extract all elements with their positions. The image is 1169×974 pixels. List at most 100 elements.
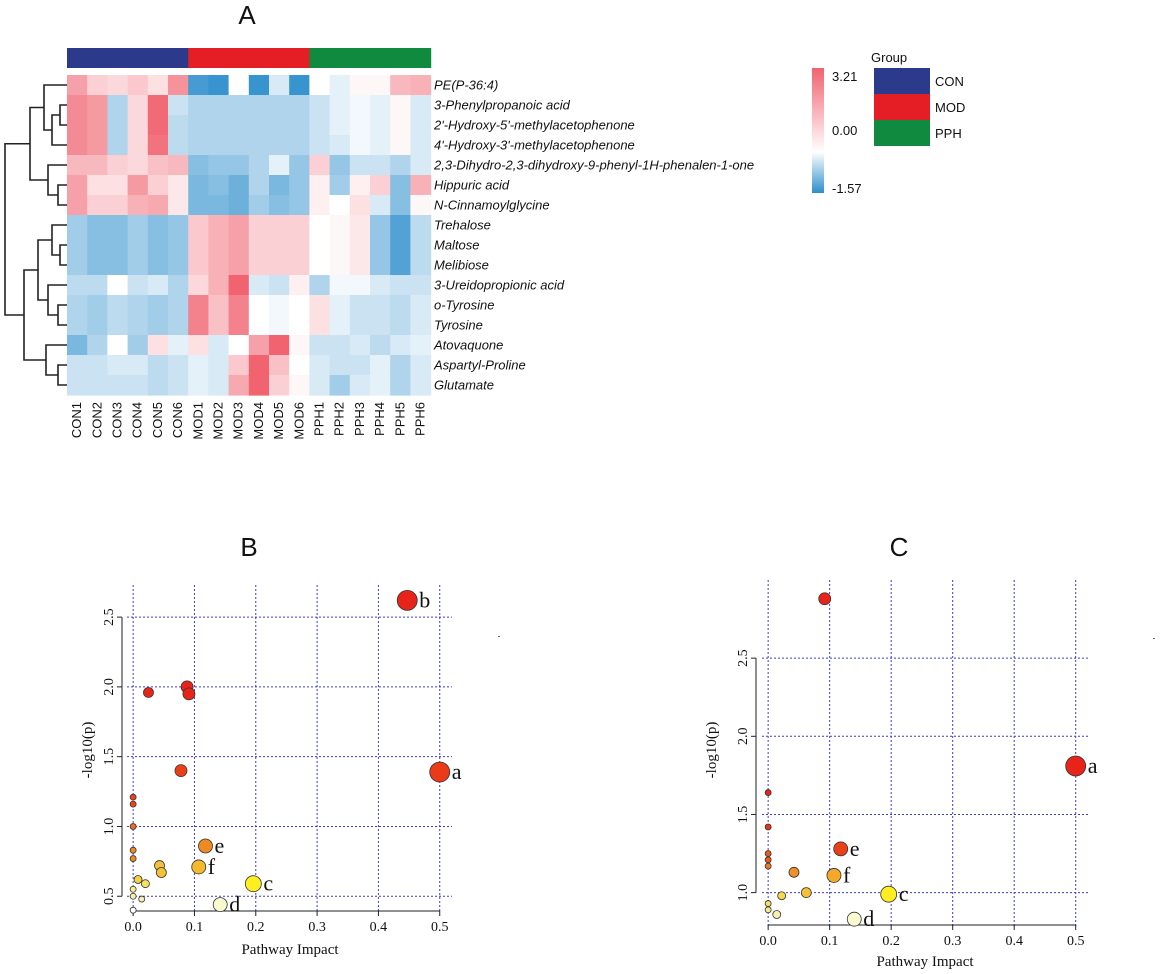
heat-cell [289, 275, 310, 296]
heat-cell [390, 295, 411, 316]
heat-cell [390, 215, 411, 236]
heat-cell [370, 215, 391, 236]
heat-cell [67, 135, 88, 156]
heat-cell [67, 75, 88, 96]
heat-cell [208, 155, 230, 176]
heat-cell [289, 235, 310, 256]
heat-cell [309, 235, 331, 256]
heat-cell [289, 215, 310, 236]
heat-cell [390, 235, 411, 256]
dendrogram-branch [37, 239, 52, 301]
plot-c-y-tick-label: 2.5 [736, 649, 751, 667]
row-label: Atovaquone [433, 338, 503, 353]
heat-cell [390, 115, 411, 136]
heat-cell [107, 215, 129, 236]
heat-cell [127, 355, 149, 376]
heat-cell [67, 335, 88, 356]
heat-cell [208, 295, 230, 316]
plot-c-x-tick-label: 0.1 [821, 934, 839, 949]
plot-b-point [129, 885, 137, 893]
heat-cell [269, 355, 290, 376]
plot-c-point-d [846, 911, 862, 927]
heat-cell [329, 215, 351, 236]
heat-cell [329, 195, 351, 216]
legend-label-mod: MOD [935, 100, 965, 115]
heat-cell [228, 255, 250, 276]
heat-cell [188, 355, 209, 376]
heat-cell [127, 235, 149, 256]
heat-cell [67, 155, 88, 176]
group-bar-PPH6 [410, 48, 432, 68]
heat-cell [349, 115, 371, 136]
heat-cell [188, 255, 209, 276]
heat-cell [228, 135, 250, 156]
heat-cell [269, 175, 290, 196]
heat-cell [107, 75, 129, 96]
heat-cell [168, 135, 189, 156]
heat-cell [289, 195, 310, 216]
column-label: PPH5 [392, 402, 407, 436]
heat-cell [188, 275, 209, 296]
heat-cell [87, 315, 108, 336]
heat-cell [390, 175, 411, 196]
plot-c-x-tick-label: 0.5 [1067, 934, 1085, 949]
plot-b-point-label-f: f [208, 854, 216, 879]
plot-c-point [764, 856, 772, 864]
group-bar-PPH3 [349, 48, 371, 68]
plot-b-point-label-b: b [419, 587, 430, 612]
plot-c-x-tick-label: 0.0 [759, 934, 777, 949]
plot-c-x-tick-label: 0.4 [1005, 934, 1023, 949]
group-bar-MOD6 [289, 48, 310, 68]
heat-cell [329, 355, 351, 376]
heat-cell [248, 295, 270, 316]
heat-cell [410, 175, 432, 196]
plot-c-ylabel: -log10(p) [704, 722, 720, 779]
heat-cell [188, 315, 209, 336]
heat-cell [390, 275, 411, 296]
heat-cell [168, 315, 189, 336]
heat-cell [329, 115, 351, 136]
heat-cell [107, 135, 129, 156]
heat-cell [87, 95, 108, 116]
heat-cell [188, 335, 209, 356]
heat-cell [127, 375, 149, 396]
heat-cell [349, 175, 371, 196]
plot-c-point-f [826, 868, 842, 883]
heat-cell [208, 235, 230, 256]
group-bar-PPH4 [370, 48, 391, 68]
heat-cell [87, 75, 108, 96]
speck [498, 636, 500, 637]
heat-cell [309, 115, 331, 136]
heat-cell [309, 335, 331, 356]
heat-cell [87, 335, 108, 356]
heat-cell [269, 75, 290, 96]
row-label: Trehalose [434, 218, 491, 233]
heat-cell [228, 375, 250, 396]
heat-cell [107, 315, 129, 336]
plot-c-point-e [833, 841, 849, 857]
heatmap-cells [67, 75, 432, 396]
column-label: CON4 [130, 402, 145, 438]
heat-cell [107, 335, 129, 356]
scale-min-label: -1.57 [832, 181, 862, 196]
plot-b-xlabel: Pathway Impact [241, 942, 339, 958]
plot-c-point-label-e: e [850, 836, 860, 861]
row-label: Aspartyl-Proline [433, 358, 526, 373]
heat-cell [67, 295, 88, 316]
plot-c-point [800, 887, 812, 899]
column-label: MOD3 [231, 402, 246, 440]
heat-cell [188, 115, 209, 136]
plot-b-point [138, 895, 146, 903]
heat-cell [208, 335, 230, 356]
heatmap-panel: A PE(P-36:4) 3-Phenylpropanoic acid 2ʹ-Hyd… [4, 0, 965, 440]
plot-b-x-tick-label: 0.3 [308, 920, 326, 935]
heat-cell [390, 95, 411, 116]
heat-cell [188, 135, 209, 156]
heat-cell [269, 135, 290, 156]
heat-cell [228, 235, 250, 256]
plot-c-point [788, 866, 800, 878]
heat-cell [309, 295, 331, 316]
heat-cell [188, 195, 209, 216]
row-label: Tyrosine [434, 318, 483, 333]
heat-cell [410, 95, 432, 116]
